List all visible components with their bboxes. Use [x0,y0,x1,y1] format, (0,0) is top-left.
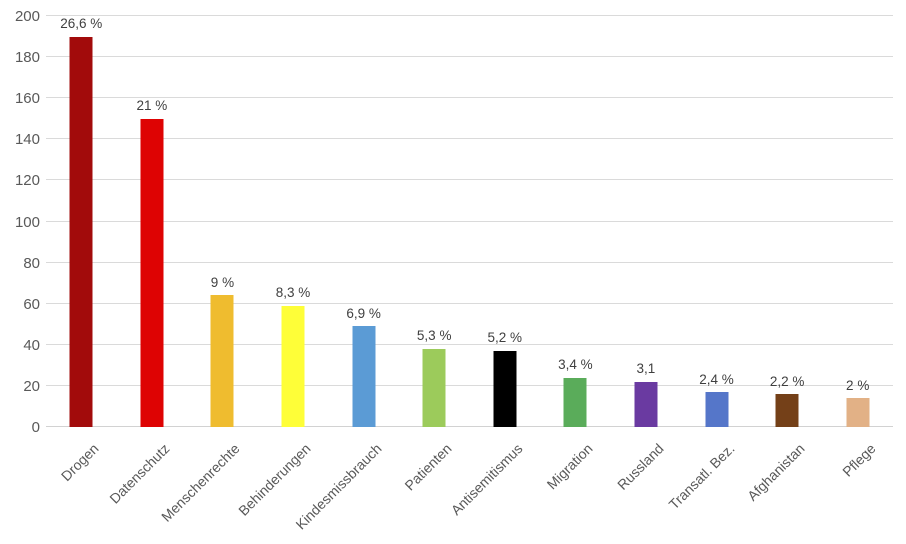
bar-kindesmissbrauch [352,326,376,427]
y-tick-label-80: 80 [23,254,40,272]
bar-slot-6: 5,2 % [470,16,541,427]
bar-patienten [422,348,446,427]
bar-slot-0: 26,6 % [46,16,117,427]
bar-transatl-bez- [705,392,729,427]
value-label: 3,1 [636,361,656,377]
bar-slot-5: 5,3 % [399,16,470,427]
bar-pflege [846,398,870,427]
bar-slot-10: 2,2 % [752,16,823,427]
value-label: 5,2 % [487,330,523,346]
value-label: 8,3 % [275,285,311,301]
y-tick-label-60: 60 [23,295,40,313]
value-label: 6,9 % [346,305,381,321]
value-label: 9 % [210,274,235,290]
bar-slot-4: 6,9 % [328,16,399,427]
bar-menschenrechte [210,295,234,427]
gridline-40 [46,343,893,345]
gridline-20 [46,384,893,386]
gridline-60 [46,302,893,304]
y-tick-label-40: 40 [23,336,40,354]
bar-behinderungen [281,305,305,427]
y-tick-label-200: 200 [14,8,40,25]
value-label: 5,3 % [416,328,452,344]
y-tick-label-0: 0 [31,419,40,436]
value-label: 21 % [136,98,168,114]
x-axis: Drogen Datenschutz Menschenrechte Behinderu… [0,427,906,544]
y-tick-label-100: 100 [14,213,40,231]
bar-slot-9: 2,4 % [681,16,752,427]
bar-slot-7: 3,4 % [540,16,611,427]
gridline-120 [46,179,893,181]
bar-datenschutz [140,118,164,427]
bar-migration [563,377,587,427]
bar-russland [634,381,658,427]
plot-area: 26,6 % 21 % 9 % 8,3 % 6,9 % 5,3 % 5,2 % 3,4 % 3,… [46,15,893,427]
gridline-200 [46,15,893,16]
value-label: 26,6 % [60,16,103,32]
bar-slot-1: 21 % [117,16,188,427]
value-label: 2,4 % [699,371,734,387]
y-tick-label-140: 140 [14,131,40,149]
y-tick-label-180: 180 [14,49,40,67]
gridline-80 [46,261,893,263]
value-label: 3,4 % [558,357,593,373]
gridline-0 [46,426,893,427]
bar-slot-3: 8,3 % [258,16,329,427]
bar-afghanistan [775,394,799,427]
y-tick-label-120: 120 [14,172,40,190]
gridline-140 [46,138,893,140]
bar-slot-11: 2 % [822,16,893,427]
gridline-100 [46,220,893,222]
value-label: 2,2 % [769,373,805,389]
gridline-160 [46,97,893,99]
y-tick-label-160: 160 [14,90,40,108]
bar-slot-2: 9 % [187,16,258,427]
bar-drogen [69,36,93,427]
value-label: 2 % [846,377,870,393]
bar-antisemitismus [493,350,517,427]
gridline-180 [46,56,893,58]
y-tick-label-20: 20 [23,377,40,395]
bar-slot-8: 3,1 [611,16,682,427]
